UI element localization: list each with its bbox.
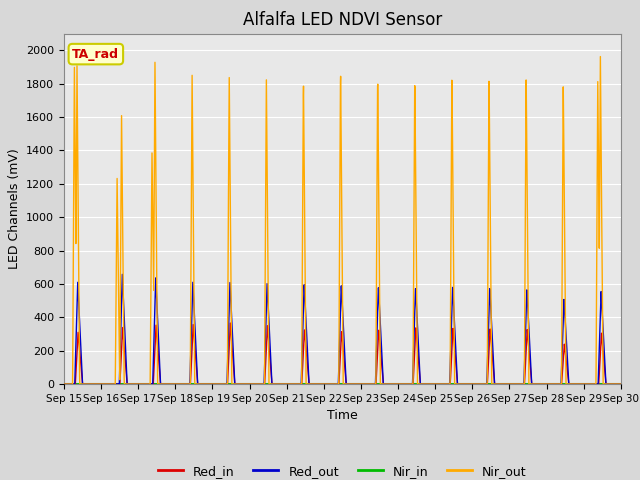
Legend: Red_in, Red_out, Nir_in, Nir_out: Red_in, Red_out, Nir_in, Nir_out — [153, 460, 532, 480]
Title: Alfalfa LED NDVI Sensor: Alfalfa LED NDVI Sensor — [243, 11, 442, 29]
Text: TA_rad: TA_rad — [72, 48, 119, 60]
X-axis label: Time: Time — [327, 409, 358, 422]
Y-axis label: LED Channels (mV): LED Channels (mV) — [8, 148, 20, 269]
